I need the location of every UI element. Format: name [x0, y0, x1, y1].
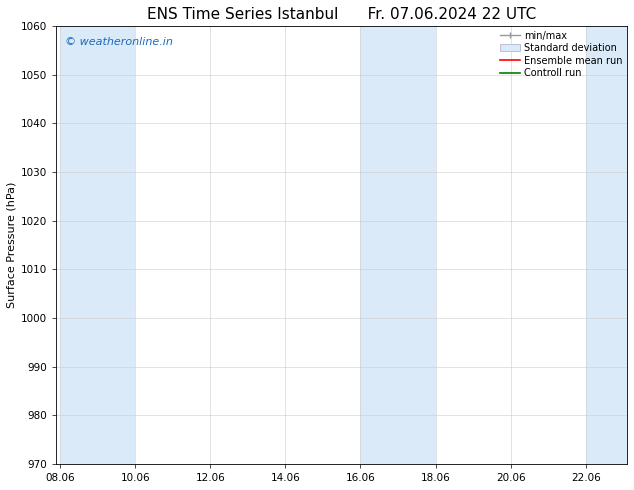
Title: ENS Time Series Istanbul      Fr. 07.06.2024 22 UTC: ENS Time Series Istanbul Fr. 07.06.2024 … [147, 7, 536, 22]
Bar [361, 26, 436, 464]
Legend: min/max, Standard deviation, Ensemble mean run, Controll run: min/max, Standard deviation, Ensemble me… [498, 29, 624, 80]
Bar [586, 26, 627, 464]
Bar [60, 26, 135, 464]
Y-axis label: Surface Pressure (hPa): Surface Pressure (hPa) [7, 182, 17, 308]
Text: © weatheronline.in: © weatheronline.in [65, 37, 173, 47]
